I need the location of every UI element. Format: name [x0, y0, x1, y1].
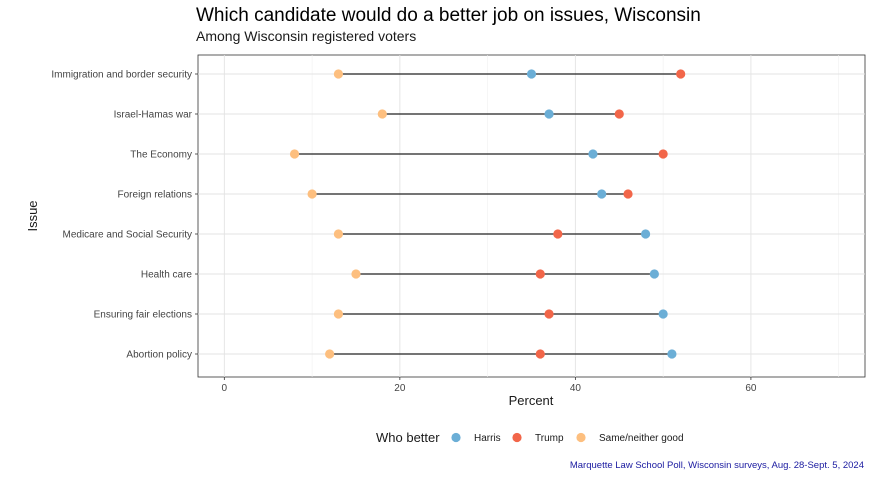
- point-harris: [649, 269, 659, 279]
- point-harris: [667, 349, 677, 359]
- point-harris: [597, 189, 607, 199]
- chart-caption: Marquette Law School Poll, Wisconsin sur…: [570, 460, 864, 471]
- plot-panel: [197, 54, 866, 378]
- point-trump: [676, 69, 686, 79]
- point-trump: [623, 189, 633, 199]
- point-same-neither-good: [289, 149, 300, 159]
- x-axis-title: Percent: [509, 393, 554, 408]
- point-trump: [553, 229, 563, 239]
- category-labels: Immigration and border security Israel-Ha…: [51, 70, 198, 361]
- category-label: Abortion policy: [126, 350, 192, 361]
- category-label: Foreign relations: [118, 190, 192, 201]
- data-points: [289, 69, 686, 359]
- point-same-neither-good: [377, 109, 387, 119]
- legend-key-same-neither-good: [576, 432, 586, 443]
- point-same-neither-good: [333, 309, 344, 319]
- legend-key-harris: [451, 432, 461, 443]
- category-label: The Economy: [130, 150, 192, 161]
- legend-title: Who better: [376, 430, 440, 445]
- category-label: Medicare and Social Security: [62, 230, 192, 241]
- point-same-neither-good: [333, 229, 344, 239]
- chart-title: Which candidate would do a better job on…: [196, 5, 701, 26]
- point-harris: [544, 109, 554, 119]
- point-harris: [526, 69, 537, 79]
- point-same-neither-good: [351, 269, 361, 279]
- point-same-neither-good: [307, 189, 317, 199]
- point-trump: [658, 149, 668, 159]
- point-trump: [614, 109, 624, 119]
- legend-label-harris: Harris: [474, 433, 501, 444]
- point-same-neither-good: [325, 349, 335, 359]
- legend-label-trump: Trump: [535, 433, 564, 444]
- legend-items: Harris Trump Same/neither good: [451, 432, 684, 444]
- x-tick-label: 20: [394, 383, 406, 394]
- point-trump: [544, 309, 554, 319]
- y-axis-title: Issue: [25, 200, 40, 231]
- point-harris: [658, 309, 668, 319]
- category-label: Health care: [141, 270, 193, 281]
- category-label: Israel-Hamas war: [114, 110, 193, 121]
- point-harris: [588, 149, 598, 159]
- x-tick-label: 40: [570, 383, 582, 394]
- point-harris: [640, 229, 651, 239]
- x-tick-label: 60: [745, 383, 757, 394]
- category-label: Immigration and border security: [51, 70, 192, 81]
- legend-key-trump: [512, 432, 522, 443]
- x-axis-ticks: 0 20 40 60: [222, 377, 757, 394]
- point-trump: [535, 349, 545, 359]
- point-trump: [535, 269, 545, 279]
- legend: Who better Harris Trump Same/neither good: [376, 430, 684, 445]
- legend-label-same-neither-good: Same/neither good: [599, 433, 684, 444]
- chart-subtitle: Among Wisconsin registered voters: [196, 28, 416, 44]
- category-label: Ensuring fair elections: [94, 310, 192, 321]
- x-tick-label: 0: [222, 383, 228, 394]
- point-same-neither-good: [333, 69, 344, 79]
- dumbbell-segments: [294, 73, 681, 355]
